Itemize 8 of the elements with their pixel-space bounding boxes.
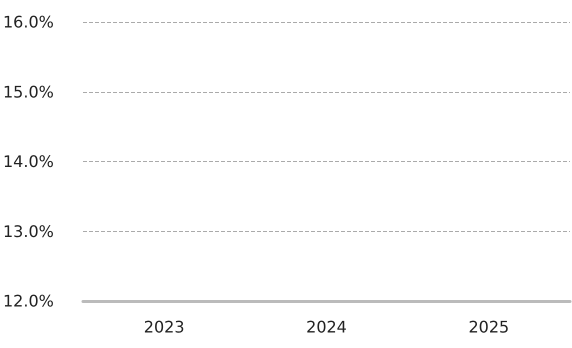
y-tick-label: 16.0% <box>3 12 54 32</box>
y-tick-label: 13.0% <box>3 222 54 241</box>
y-tick-label: 12.0% <box>3 292 54 310</box>
y-tick-label: 14.0% <box>3 152 54 171</box>
y-tick-label: 15.0% <box>3 82 54 102</box>
x-tick-label: 2023 <box>144 318 185 336</box>
x-tick-label: 2024 <box>306 318 347 336</box>
x-tick-label: 2025 <box>468 318 510 336</box>
